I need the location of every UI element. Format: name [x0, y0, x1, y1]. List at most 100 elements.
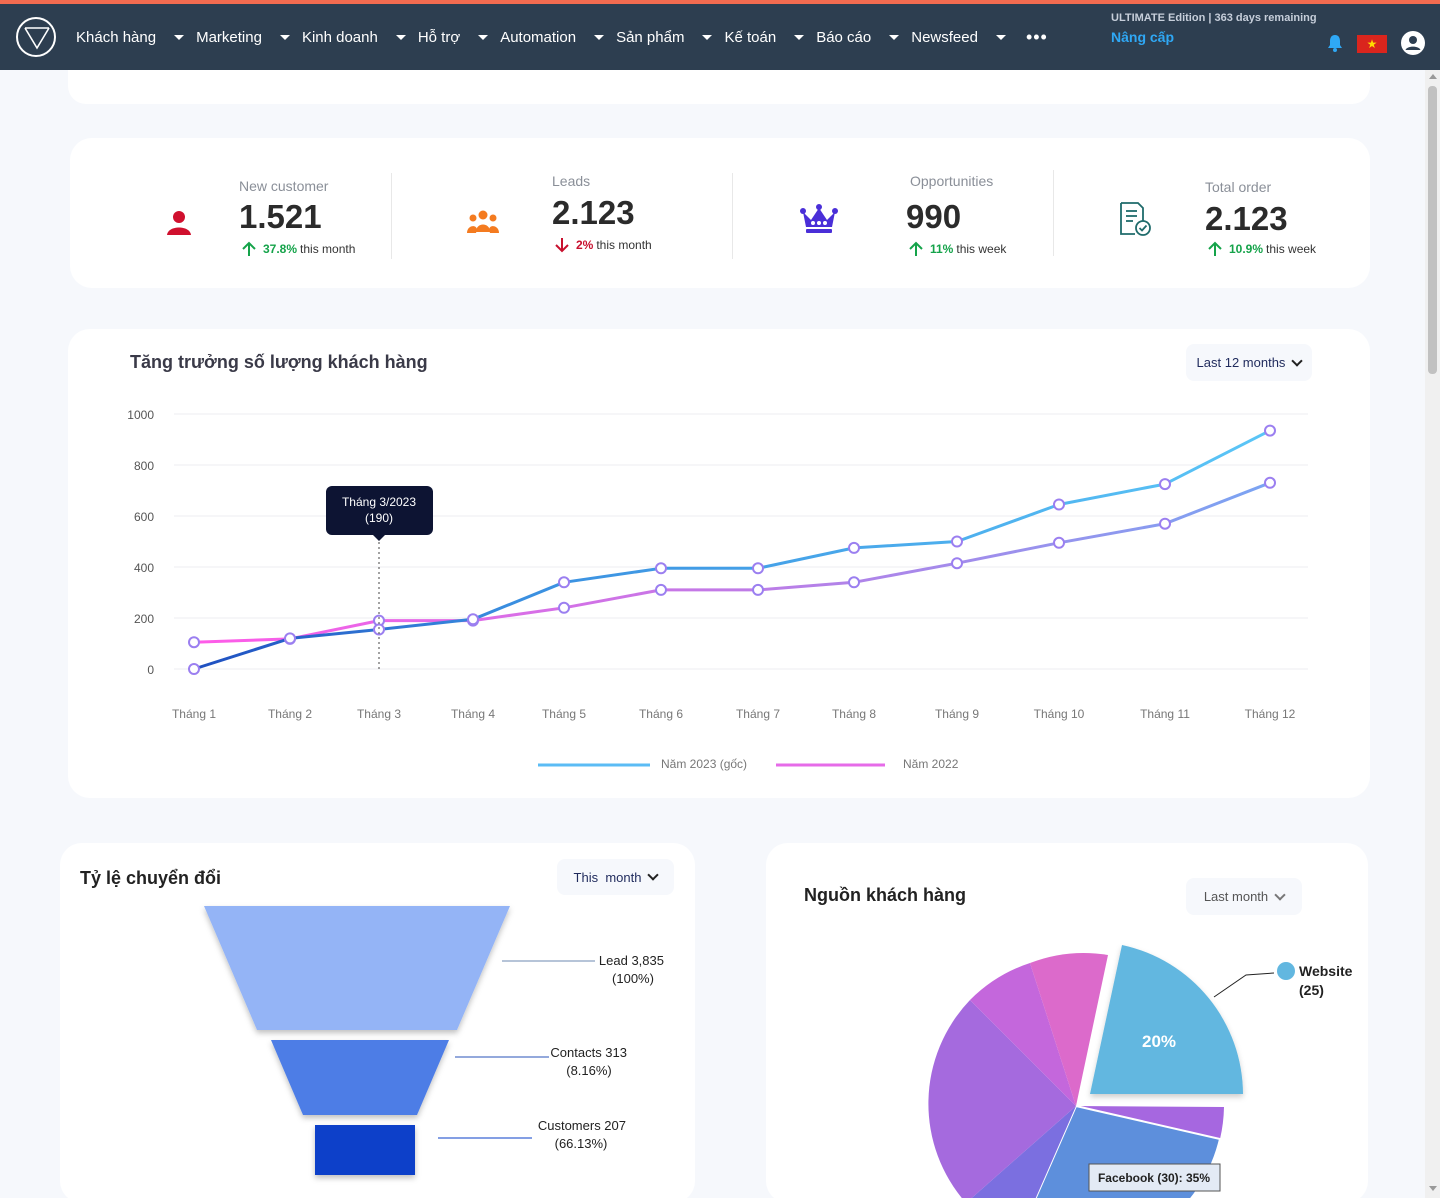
series-point[interactable] — [655, 562, 667, 575]
y-tick-label: 200 — [134, 612, 154, 626]
stat-change-pct: 37.8% — [263, 242, 298, 256]
series-point[interactable] — [655, 583, 667, 596]
dropdown-label: This month — [573, 869, 642, 885]
stat-change-pct: 11% — [930, 242, 954, 256]
conversion-title: Tỷ lệ chuyển đổi — [80, 868, 222, 888]
series-point[interactable] — [1159, 478, 1171, 491]
stat-change-period: this week — [956, 242, 1007, 256]
vietnam-flag-icon[interactable]: ★ — [1357, 35, 1387, 53]
stat-divider — [732, 173, 733, 259]
arrow-up-icon — [242, 241, 256, 256]
document-check-icon — [1120, 202, 1151, 236]
arrow-down-icon — [555, 238, 569, 253]
funnel-label-lead: Lead 3,835 — [599, 953, 664, 968]
funnel-label-contacts: Contacts 313 — [550, 1045, 627, 1060]
menu-kinh-doanh[interactable]: Kinh doanh — [302, 29, 406, 46]
y-tick-label: 400 — [134, 561, 154, 575]
series-point[interactable] — [188, 636, 200, 649]
series-point[interactable] — [558, 576, 570, 589]
user-account-icon[interactable] — [1401, 31, 1425, 60]
dropdown-label: Last 12 months — [1196, 355, 1286, 370]
series-point[interactable] — [1053, 498, 1065, 511]
series-point[interactable] — [1053, 536, 1065, 549]
customer-growth-card: Tăng trưởng số lượng khách hàng Last 12 … — [68, 329, 1370, 798]
legend-label[interactable]: Năm 2022 — [903, 757, 959, 771]
stat-divider — [391, 173, 392, 259]
x-tick-label: Tháng 9 — [935, 707, 979, 721]
menu-marketing[interactable]: Marketing — [196, 29, 290, 46]
caret-down-icon — [279, 34, 290, 40]
caret-down-icon — [794, 34, 805, 40]
menu-label: Marketing — [196, 28, 262, 46]
series-point[interactable] — [752, 583, 764, 596]
series-line — [193, 429, 1271, 671]
menu-ho-tro[interactable]: Hỗ trợ — [418, 29, 489, 46]
funnel-stage-contacts — [271, 1040, 449, 1115]
caret-down-icon — [889, 34, 900, 40]
x-tick-label: Tháng 6 — [639, 707, 683, 721]
series-point[interactable] — [467, 613, 479, 626]
app-logo[interactable] — [16, 17, 56, 57]
series-point[interactable] — [848, 576, 860, 589]
stat-label: Total order — [1205, 179, 1272, 195]
opportunities-icon-badge — [776, 177, 862, 261]
stat-value: 1.521 — [239, 198, 322, 235]
y-tick-label: 800 — [134, 459, 154, 473]
caret-down-icon — [995, 34, 1006, 40]
series-point[interactable] — [284, 632, 296, 645]
series-point[interactable] — [373, 623, 385, 636]
series-point[interactable] — [558, 601, 570, 614]
series-line — [193, 481, 1271, 644]
menu-ke-toan[interactable]: Kế toán — [724, 29, 805, 46]
series-point[interactable] — [752, 562, 764, 575]
funnel-stage-lead — [204, 906, 510, 1030]
series-point[interactable] — [951, 557, 963, 570]
stat-label: New customer — [239, 178, 329, 194]
growth-range-dropdown[interactable]: Last 12 months — [1186, 344, 1312, 381]
caret-down-icon — [174, 34, 185, 40]
menu-label: Báo cáo — [816, 28, 872, 46]
stat-change-period: this week — [1266, 242, 1317, 256]
funnel-pct-contacts: (8.16%) — [566, 1063, 612, 1078]
series-point[interactable] — [1264, 424, 1276, 437]
stat-change: 2% this month — [554, 237, 652, 253]
series-point[interactable] — [1159, 517, 1171, 530]
menu-label: Kinh doanh — [301, 28, 378, 46]
total-order-icon-badge — [1092, 177, 1178, 261]
upgrade-link[interactable]: Nâng cấp — [1111, 29, 1175, 45]
series-point[interactable] — [951, 535, 963, 548]
stat-label: Leads — [552, 173, 591, 189]
group-icon — [467, 210, 499, 233]
funnel-stage-customers — [315, 1125, 415, 1175]
stats-summary-card: New customer 1.521 37.8% this month Lead… — [70, 138, 1370, 288]
scroll-up-arrow-icon[interactable] — [1429, 74, 1437, 79]
x-tick-label: Tháng 2 — [268, 707, 312, 721]
more-menu-icon[interactable]: ••• — [1025, 26, 1048, 47]
menu-san-pham[interactable]: Sản phẩm — [616, 29, 713, 46]
menu-khach-hang[interactable]: Khách hàng — [76, 29, 185, 46]
scroll-down-arrow-icon[interactable] — [1429, 1186, 1437, 1191]
top-navbar: Khách hàng Marketing Kinh doanh Hỗ trợ A… — [0, 4, 1440, 70]
series-point[interactable] — [1264, 476, 1276, 489]
source-range-dropdown[interactable]: Last month — [1186, 878, 1302, 915]
conversion-range-dropdown[interactable]: This month — [557, 859, 674, 895]
y-tick-label: 0 — [147, 663, 154, 677]
series-point[interactable] — [188, 663, 200, 675]
legend-label[interactable]: Năm 2023 (gốc) — [661, 757, 747, 771]
series-point[interactable] — [848, 541, 860, 554]
menu-automation[interactable]: Automation — [500, 28, 605, 46]
x-tick-label: Tháng 12 — [1245, 707, 1296, 721]
tooltip-pointer — [373, 535, 385, 541]
x-tick-label: Tháng 3 — [357, 707, 401, 721]
x-tick-label: Tháng 10 — [1034, 707, 1085, 721]
funnel-label-customers: Customers 207 — [538, 1118, 626, 1133]
stat-change: 10.9% this week — [1207, 241, 1316, 257]
menu-bao-cao[interactable]: Báo cáo — [816, 28, 900, 46]
menu-newsfeed[interactable]: Newsfeed — [911, 29, 1006, 46]
pie-slice-website[interactable] — [1090, 945, 1243, 1094]
bell-icon[interactable] — [1327, 34, 1343, 57]
scrollbar-thumb[interactable] — [1428, 86, 1437, 374]
funnel-pct-lead: (100%) — [612, 971, 654, 986]
stat-change: 11% this week — [908, 241, 1006, 257]
menu-label: Automation — [500, 28, 577, 46]
